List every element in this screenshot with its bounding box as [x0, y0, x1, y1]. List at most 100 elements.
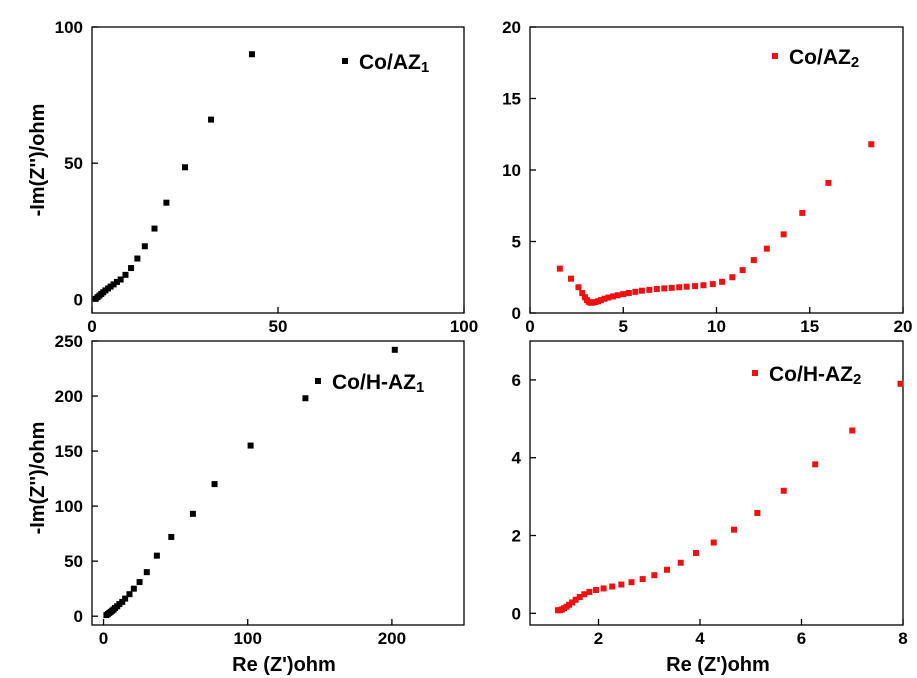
y-tick-label: 4 [512, 449, 522, 468]
x-tick-label: 0 [99, 629, 108, 648]
data-point [609, 293, 616, 300]
legend-marker [752, 370, 758, 376]
x-axis-title-right: Re (Z')ohm [666, 654, 770, 676]
panel-co-h-az1: 0 100 200 0 50 100 150 200 250 Co/H-AZ1 [55, 332, 465, 648]
data-point [763, 245, 770, 252]
data-point [572, 596, 579, 603]
data-point [605, 294, 612, 301]
x-tick-label: 2 [594, 629, 603, 648]
data-point [113, 278, 120, 285]
data-point [248, 51, 255, 58]
data-point [700, 282, 707, 289]
data-point [600, 585, 607, 592]
data-point [119, 598, 126, 605]
data-point [849, 427, 856, 434]
data-point [110, 281, 117, 288]
data-point [683, 283, 690, 290]
data-point [592, 586, 599, 593]
x-tick-label: 100 [234, 629, 262, 648]
x-tick-label: 10 [707, 317, 726, 336]
data-point [122, 595, 129, 602]
panel-co-h-az2: 2 4 6 8 0 2 4 6 Co/H-AZ2 [512, 340, 908, 648]
x-tick-label: 50 [269, 317, 288, 336]
data-point [566, 601, 573, 608]
data-point [628, 579, 635, 586]
data-point [729, 274, 736, 281]
y-tick-label: 15 [502, 90, 521, 109]
data-point [754, 509, 761, 516]
plot-frame [529, 26, 904, 314]
data-point [163, 199, 170, 206]
data-point [632, 288, 639, 295]
data-point [168, 533, 175, 540]
y-tick-label: 20 [502, 18, 521, 37]
y-tick-label: 50 [64, 552, 83, 571]
y-tick-label: 200 [55, 387, 83, 406]
y-tick-label: 250 [55, 332, 83, 351]
data-point [122, 271, 129, 278]
data-point [597, 297, 604, 304]
plot-frame [91, 340, 465, 626]
y-tick-label: 0 [512, 304, 521, 323]
legend-label: Co/AZ2 [789, 46, 859, 71]
data-point [302, 395, 309, 402]
y-tick-label: 0 [74, 607, 83, 626]
data-point [618, 581, 625, 588]
data-point [609, 583, 616, 590]
legend-marker [772, 53, 778, 59]
data-point [825, 179, 832, 186]
data-point [638, 287, 645, 294]
x-tick-label: 4 [695, 629, 705, 648]
data-point [247, 442, 254, 449]
data-point [651, 572, 658, 579]
legend-marker [342, 58, 348, 64]
x-tick-label: 0 [87, 317, 96, 336]
data-point [614, 292, 621, 299]
y-tick-label: 0 [74, 290, 83, 309]
data-point [780, 487, 787, 494]
data-point [661, 285, 668, 292]
x-tick-label: 100 [450, 317, 478, 336]
data-point [208, 116, 215, 123]
data-point [134, 255, 141, 262]
y-tick-label: 5 [512, 233, 521, 252]
data-point [639, 576, 646, 583]
legend-label: Co/H-AZ1 [332, 371, 424, 396]
y-tick-label: 100 [55, 497, 83, 516]
data-point [625, 289, 632, 296]
panel-co-az1: 0 50 100 0 50 100 Co/AZ1 [55, 18, 479, 336]
x-tick-label: 8 [898, 629, 907, 648]
data-point [868, 141, 875, 148]
x-tick-label: 200 [378, 629, 406, 648]
data-point [153, 552, 160, 559]
data-point [136, 579, 143, 586]
data-point [646, 286, 653, 293]
data-point [897, 380, 904, 387]
x-tick-label: 15 [800, 317, 819, 336]
data-point [581, 591, 588, 598]
y-axis-title-top: -Im(Z'')/ohm [27, 104, 49, 217]
data-point [182, 164, 188, 171]
data-point [812, 461, 819, 468]
data-point [575, 284, 582, 291]
data-point [731, 526, 738, 533]
y-tick-label: 2 [512, 527, 521, 546]
data-point [141, 243, 148, 250]
data-point [586, 588, 593, 595]
y-tick-label: 100 [55, 18, 83, 37]
data-point [692, 550, 699, 557]
x-tick-label: 6 [797, 629, 806, 648]
legend-label: Co/AZ1 [359, 51, 429, 76]
data-point [620, 291, 627, 298]
data-point [677, 559, 684, 566]
data-point [211, 481, 218, 488]
legend-marker [315, 378, 321, 384]
y-tick-label: 50 [64, 154, 83, 173]
data-point [692, 283, 699, 290]
panel-co-az2: 0 5 10 15 20 0 5 10 15 20 Co/AZ2 [502, 18, 912, 336]
data-point [653, 285, 660, 292]
data-point [151, 225, 158, 232]
y-tick-label: 6 [512, 371, 521, 390]
data-point [391, 346, 398, 353]
